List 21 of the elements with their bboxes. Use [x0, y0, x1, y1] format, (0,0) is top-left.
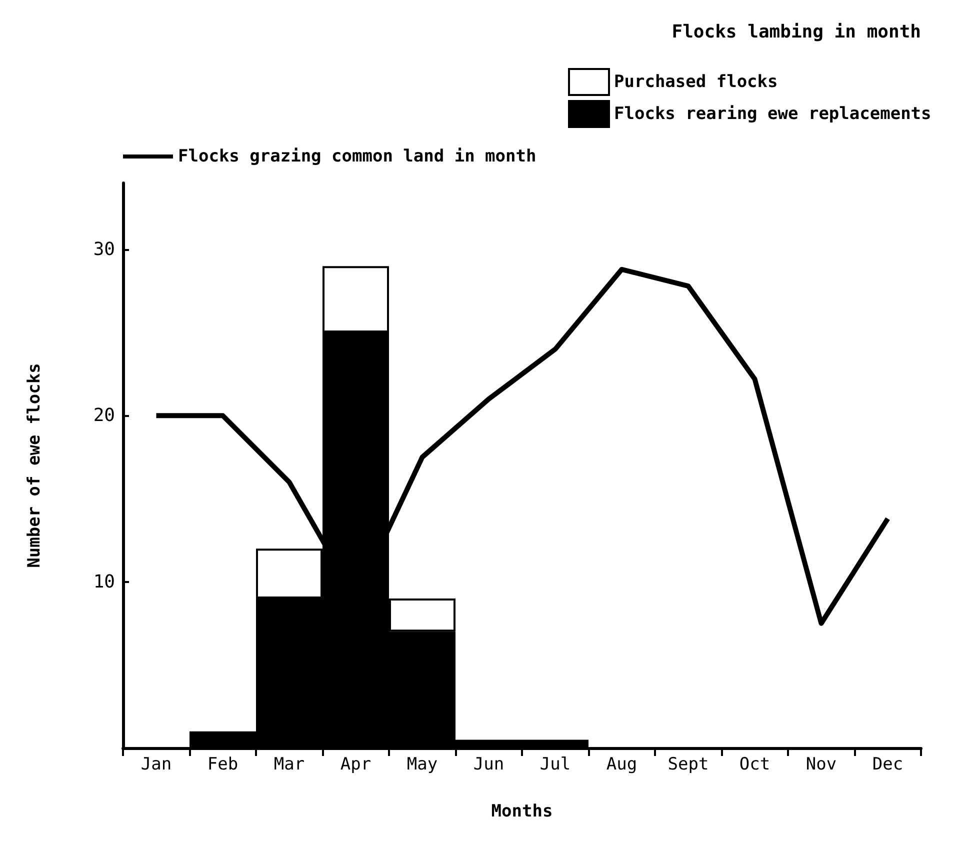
y-tick-label: 30: [93, 238, 115, 260]
y-axis-title: Number of ewe flocks: [24, 363, 44, 568]
y-tick-label: 10: [93, 571, 115, 592]
legend-label: Flocks grazing common land in month: [178, 146, 536, 166]
legend-title: Flocks lambing in month: [672, 22, 921, 42]
y-tick-label: 20: [93, 405, 115, 426]
x-tick-label: Aug: [606, 754, 638, 774]
legend-label: Flocks rearing ewe replacements: [614, 104, 932, 124]
x-tick-label: Jan: [140, 754, 172, 774]
x-tick-label: Jul: [540, 754, 571, 774]
x-tick-label: Apr: [340, 754, 372, 774]
x-tick-label: Nov: [806, 754, 837, 774]
x-tick-label: Mar: [274, 754, 305, 774]
legend-label: Purchased flocks: [614, 72, 778, 92]
x-tick-label: Sept: [668, 754, 709, 774]
x-tick-label: Dec: [872, 754, 904, 774]
x-tick-label: Feb: [207, 754, 238, 774]
x-tick-label: Oct: [739, 754, 770, 774]
x-tick-label: Jun: [473, 754, 504, 774]
x-axis-title: Months: [491, 802, 553, 822]
x-tick-label: May: [406, 754, 438, 774]
